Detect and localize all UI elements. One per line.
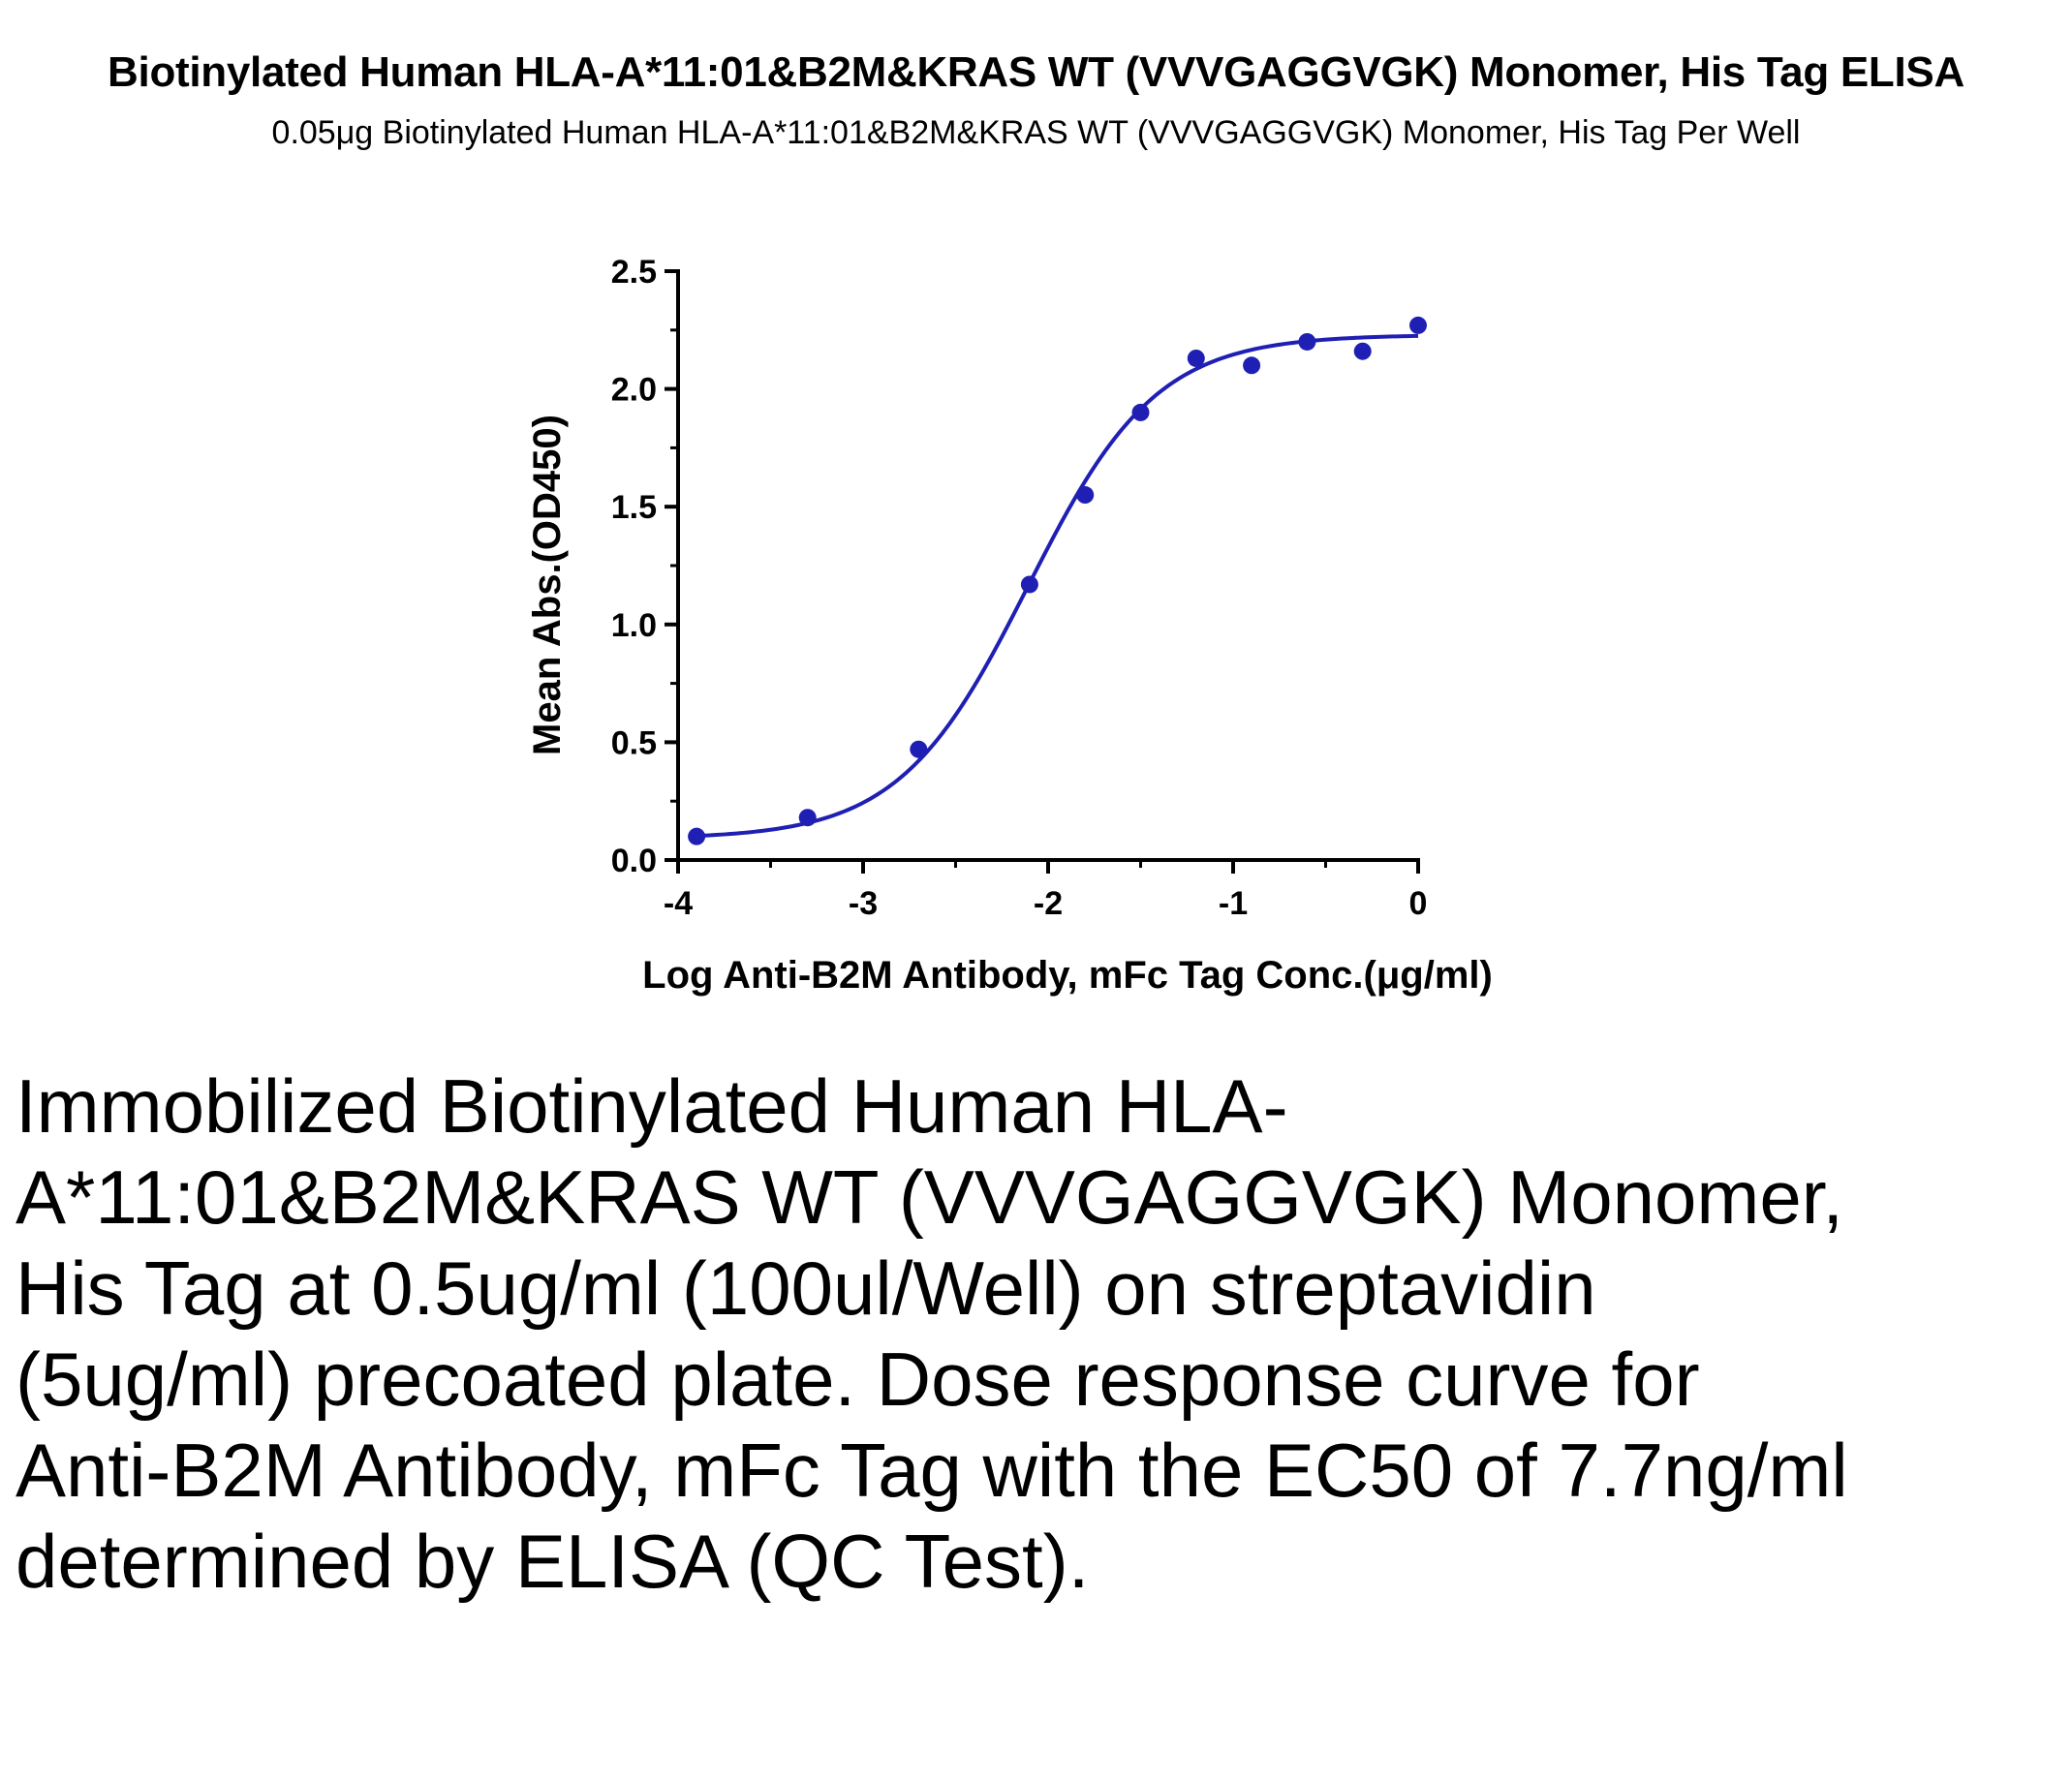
data-point [798,809,817,827]
chart-title: Biotinylated Human HLA-A*11:01&B2M&KRAS … [108,48,1964,96]
fit-curve-layer [696,333,1419,839]
data-point [1298,332,1316,351]
data-point [1131,403,1150,421]
chart-subtitle: 0.05μg Biotinylated Human HLA-A*11:01&B2… [271,114,1801,151]
y-tick-label: 2.5 [611,254,657,291]
y-tick-label: 0.5 [611,724,657,761]
x-axis-title: Log Anti-B2M Antibody, mFc Tag Conc.(μg/… [642,954,1493,997]
data-points-layer [688,316,1427,845]
x-tick-label: -4 [664,885,693,922]
x-tick-label: -1 [1219,885,1248,922]
data-point [1020,575,1038,594]
y-tick-label: 0.0 [611,843,657,879]
y-axis-title: Mean Abs.(OD450) [526,415,569,755]
y-tick-label: 1.5 [611,489,657,526]
axes: 0.0 0.5 1.0 1.5 2.0 2.5 -4 -3 -2 -1 0 [611,254,1428,922]
data-point [1243,356,1261,375]
fit-curve [696,333,1419,839]
data-point [910,740,928,758]
dose-response-chart: 0.0 0.5 1.0 1.5 2.0 2.5 -4 -3 -2 -1 0 Log Anti-B2M… [526,254,1493,997]
data-point [1353,342,1372,360]
x-tick-label: 0 [1409,885,1428,922]
data-point [1187,349,1205,367]
x-tick-label: -2 [1034,885,1063,922]
x-tick-label: -3 [849,885,878,922]
data-point [1409,316,1427,334]
y-tick-label: 2.0 [611,372,657,409]
data-point [1076,486,1095,505]
data-point [688,827,706,845]
figure-caption: Immobilized Biotinylated Human HLA-A*11:… [15,1063,1848,1604]
y-tick-label: 1.0 [611,607,657,644]
